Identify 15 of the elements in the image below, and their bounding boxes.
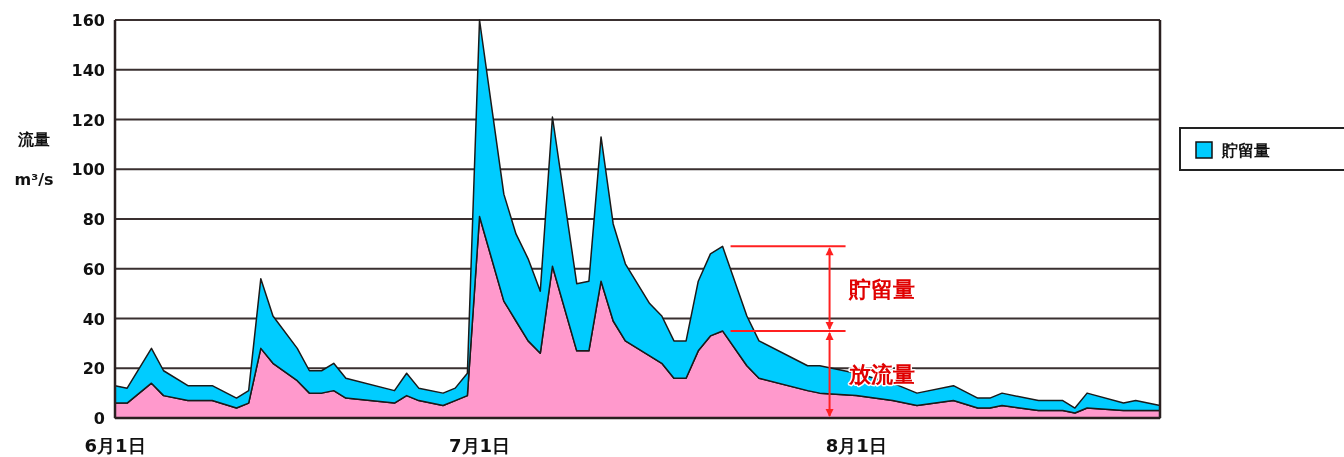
legend-label: 貯留量: [1221, 141, 1270, 160]
y-tick-label: 160: [71, 11, 105, 30]
y-tick-label: 120: [71, 110, 105, 130]
y-tick-label: 40: [82, 309, 105, 329]
y-tick-label: 80: [82, 210, 105, 229]
text: 流量 m³/s: [14, 130, 54, 189]
x-tick-label: 6月1日: [84, 435, 146, 456]
y-tick-label: 0: [93, 409, 105, 428]
annotation: 貯留量: [847, 276, 915, 302]
x-tick-label: 8月1日: [825, 435, 887, 456]
y-tick-label: 100: [71, 160, 105, 180]
x-tick-label: 7月1日: [449, 435, 511, 456]
y-tick-label: 60: [82, 259, 105, 279]
y-tick-label: 20: [82, 359, 105, 379]
y-tick-label: 140: [71, 60, 105, 80]
